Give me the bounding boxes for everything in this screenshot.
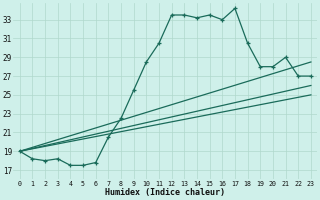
X-axis label: Humidex (Indice chaleur): Humidex (Indice chaleur) xyxy=(105,188,225,197)
